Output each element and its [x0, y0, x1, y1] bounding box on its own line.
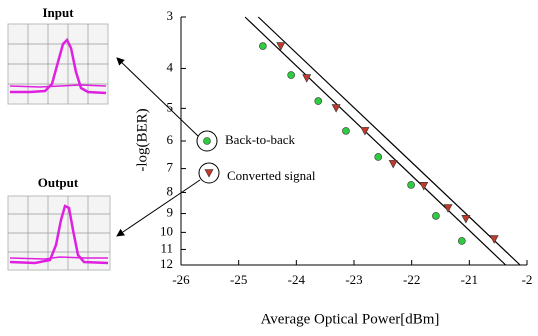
data-point — [287, 71, 295, 79]
inset-label: Input — [42, 5, 74, 20]
output-inset — [7, 195, 111, 271]
y-tick-label: 8 — [167, 183, 174, 198]
x-tick-label: -24 — [288, 272, 306, 287]
x-axis-label: Average Optical Power[dBm] — [261, 311, 440, 327]
data-point — [432, 212, 440, 220]
inset-label: Output — [38, 175, 79, 190]
y-tick-label: 12 — [160, 256, 173, 271]
fit-line — [244, 16, 507, 266]
legend-label: Converted signal — [227, 168, 316, 183]
data-point — [458, 237, 466, 245]
x-tick-label: -26 — [172, 272, 190, 287]
data-point — [331, 104, 341, 113]
data-point — [419, 182, 429, 191]
input-inset — [7, 23, 109, 105]
y-tick-label: 11 — [160, 240, 173, 255]
data-point — [360, 127, 370, 136]
data-point — [443, 204, 453, 213]
data-point — [407, 181, 415, 189]
data-point — [314, 97, 323, 105]
data-point — [489, 235, 499, 244]
arrow — [116, 57, 199, 137]
data-point — [259, 42, 267, 50]
y-tick-label: 4 — [167, 59, 174, 74]
data-point — [461, 215, 471, 224]
y-tick-label: 9 — [167, 205, 174, 220]
data-point — [302, 74, 312, 83]
data-point — [342, 127, 350, 135]
x-tick-label: -25 — [230, 272, 247, 287]
y-tick-label: 6 — [167, 132, 174, 147]
data-point — [276, 42, 286, 51]
x-tick-label: -21 — [461, 272, 478, 287]
legend-marker — [204, 169, 214, 178]
arrow — [116, 179, 201, 237]
y-tick-label: 10 — [160, 223, 173, 238]
fit-line — [257, 16, 521, 266]
y-tick-label: 3 — [167, 8, 174, 23]
legend-marker — [203, 137, 211, 145]
y-tick-label: 7 — [167, 160, 174, 175]
x-tick-label: -22 — [403, 272, 420, 287]
y-axis-label: -log(BER) — [134, 108, 150, 171]
x-tick-label: -23 — [345, 272, 362, 287]
data-point — [374, 153, 383, 161]
y-tick-label: 5 — [167, 99, 174, 114]
x-tick-label: -2 — [522, 272, 533, 287]
data-point — [388, 160, 398, 169]
legend-label: Back-to-back — [225, 132, 296, 147]
